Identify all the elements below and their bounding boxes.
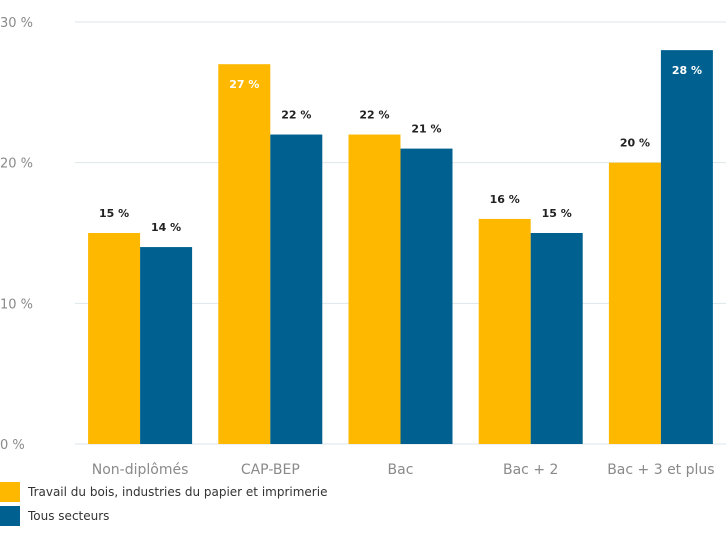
data-label-1-0: 15 % xyxy=(99,207,129,220)
bar-1-1 xyxy=(218,64,271,444)
data-label-2-2: 21 % xyxy=(411,123,441,136)
x-category-label-3: Bac + 2 xyxy=(503,462,558,478)
y-tick-label-20: 20 % xyxy=(0,157,33,172)
data-label-1-4: 20 % xyxy=(620,137,650,150)
data-label-2-4: 28 % xyxy=(672,64,702,77)
data-label-1-1: 27 % xyxy=(229,78,259,91)
bar-2-2 xyxy=(400,148,453,444)
y-tick-label-30: 30 % xyxy=(0,16,33,31)
bar-2-3 xyxy=(530,233,583,444)
bar-1-2 xyxy=(348,134,401,445)
data-label-2-1: 22 % xyxy=(281,109,311,122)
x-category-label-0: Non-diplômés xyxy=(92,462,189,478)
y-axis-ticks: 0 % 10 % 20 % 30 % xyxy=(0,16,33,453)
data-label-1-2: 22 % xyxy=(359,109,389,122)
y-tick-label-10: 10 % xyxy=(0,297,33,312)
bar-2-4 xyxy=(660,50,713,445)
legend-swatch-series-2 xyxy=(0,506,20,526)
y-tick-label-0: 0 % xyxy=(0,438,25,453)
data-labels: 15 % 14 % 27 % 22 % 22 % 21 % 16 % 15 % 20 % 28 % xyxy=(99,64,702,234)
bar-1-0 xyxy=(88,233,141,444)
bar-2-1 xyxy=(270,134,323,445)
bar-1-4 xyxy=(608,162,661,444)
bar-chart: 0 % 10 % 20 % 30 % 15 % 14 % 27 % 22 % 22 % 21 %… xyxy=(0,16,726,478)
bars xyxy=(88,50,713,445)
bar-1-3 xyxy=(478,218,531,444)
data-label-2-3: 15 % xyxy=(542,207,572,220)
legend-swatch-series-1 xyxy=(0,482,20,502)
legend-item-series-1: Travail du bois, industries du papier et… xyxy=(0,480,327,504)
legend-item-series-2: Tous secteurs xyxy=(0,504,327,528)
data-label-2-0: 14 % xyxy=(151,221,181,234)
legend: Travail du bois, industries du papier et… xyxy=(0,480,327,528)
x-axis-categories: Non-diplômés CAP-BEP Bac Bac + 2 Bac + 3 et … xyxy=(92,462,715,478)
x-category-label-4: Bac + 3 et plus xyxy=(607,462,714,478)
data-label-1-3: 16 % xyxy=(490,193,520,206)
bar-2-0 xyxy=(140,247,193,444)
x-category-label-1: CAP-BEP xyxy=(241,462,300,478)
legend-label-series-2: Tous secteurs xyxy=(28,509,110,523)
x-category-label-2: Bac xyxy=(388,462,414,478)
legend-label-series-1: Travail du bois, industries du papier et… xyxy=(28,485,328,499)
